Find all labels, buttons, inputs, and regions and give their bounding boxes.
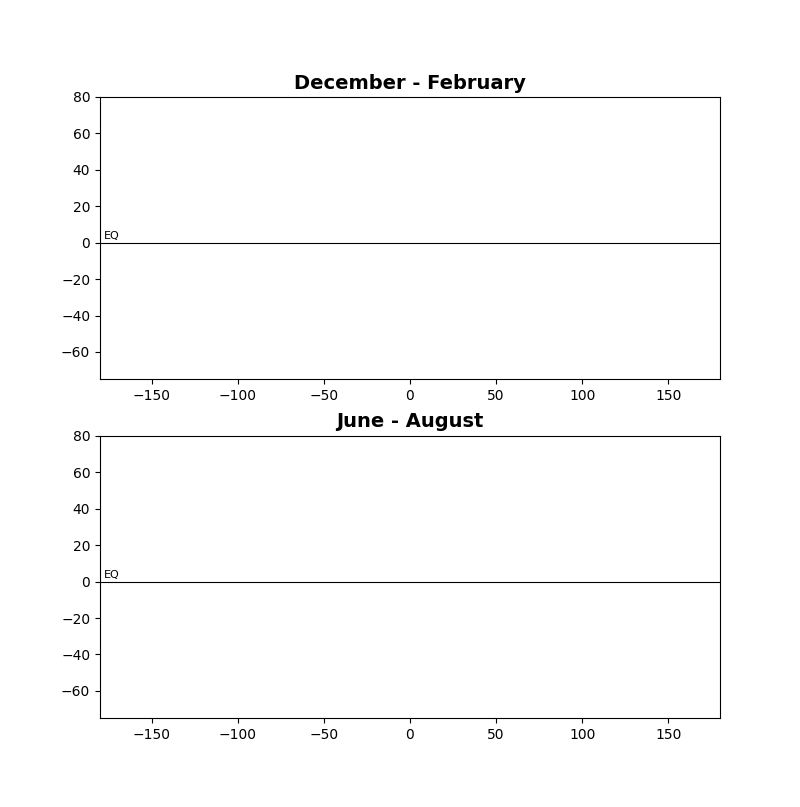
Text: EQ: EQ: [103, 231, 119, 241]
Text: EQ: EQ: [103, 570, 119, 580]
Title: December - February: December - February: [294, 73, 526, 93]
Title: June - August: June - August: [336, 412, 484, 432]
